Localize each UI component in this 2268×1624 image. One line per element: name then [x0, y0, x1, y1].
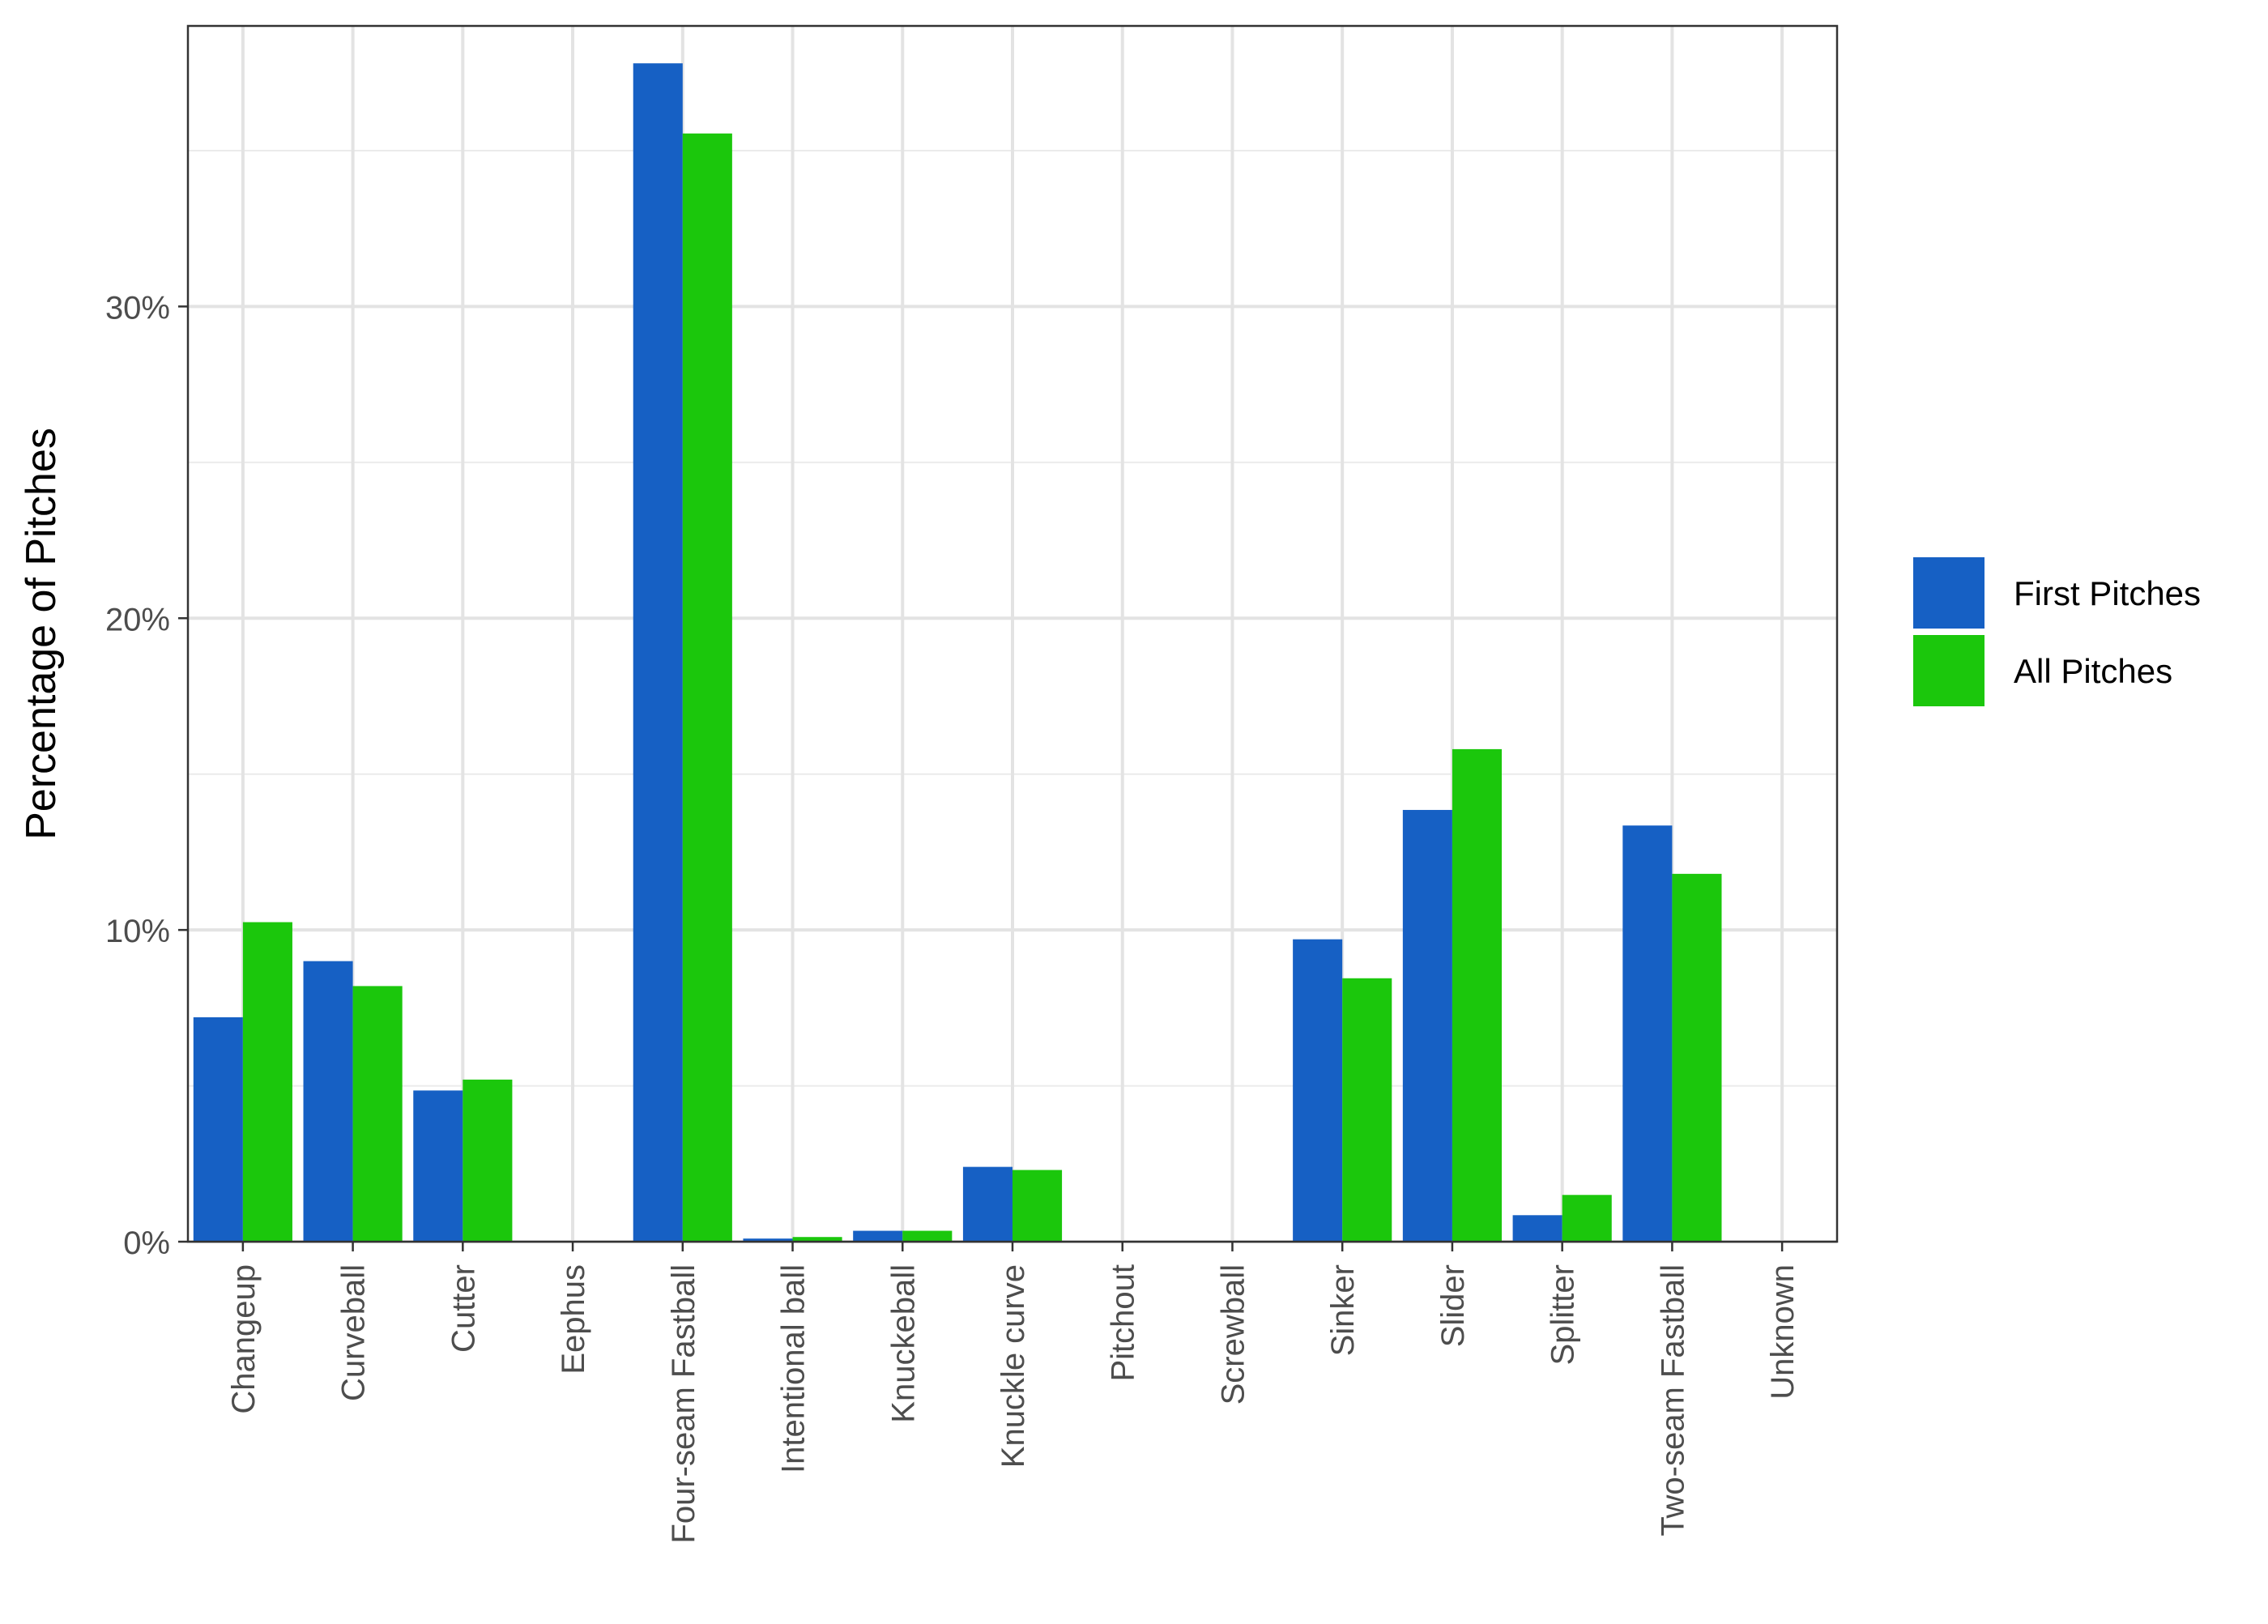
bar-first-pitches-intentional-ball: [743, 1238, 793, 1242]
bar-all-pitches-four-seam-fastball: [682, 133, 732, 1242]
bar-first-pitches-splitter: [1512, 1215, 1562, 1242]
x-tick-label: Intentional ball: [776, 1264, 812, 1473]
bar-all-pitches-changeup: [242, 922, 292, 1242]
x-tick-label: Changeup: [226, 1264, 262, 1414]
grid: [188, 26, 1837, 1243]
y-tick-label: 20%: [105, 602, 170, 637]
x-tick-label: Knuckle curve: [995, 1264, 1031, 1468]
bars: [193, 63, 1722, 1243]
legend-label-all-pitches: All Pitches: [2014, 652, 2172, 690]
bar-first-pitches-knuckeball: [853, 1230, 903, 1242]
x-tick-label: Slider: [1435, 1264, 1471, 1347]
x-tick-label: Sinker: [1325, 1264, 1361, 1356]
bar-all-pitches-splitter: [1562, 1195, 1612, 1242]
y-axis-title: Percentage of Pitches: [18, 428, 65, 840]
axes: 0% 10% 20% 30% Changeup Curveball Cutter Eephus…: [105, 290, 1801, 1543]
legend-key-first-pitches: [1913, 557, 1985, 629]
bar-first-pitches-two-seam-fastball: [1622, 825, 1673, 1242]
x-tick-label: Pitchout: [1106, 1264, 1141, 1382]
bar-first-pitches-slider: [1402, 809, 1452, 1242]
bar-all-pitches-knuckeball: [902, 1230, 953, 1242]
x-tick-label: Screwball: [1215, 1264, 1251, 1404]
bar-all-pitches-two-seam-fastball: [1672, 873, 1722, 1242]
x-tick-label: Unknown: [1765, 1264, 1801, 1400]
legend-key-all-pitches: [1913, 635, 1985, 706]
x-tick-label: Knuckeball: [885, 1264, 921, 1423]
bar-first-pitches-curveball: [303, 961, 353, 1242]
x-tick-label: Cutter: [446, 1264, 481, 1353]
bar-all-pitches-intentional-ball: [792, 1237, 842, 1242]
y-tick-label: 0%: [123, 1225, 170, 1261]
x-tick-label: Curveball: [336, 1264, 372, 1401]
x-tick-label: Two-seam Fastball: [1655, 1264, 1690, 1537]
bar-first-pitches-sinker: [1293, 939, 1343, 1242]
y-tick-label: 30%: [105, 290, 170, 326]
bar-all-pitches-sinker: [1342, 978, 1392, 1242]
legend-label-first-pitches: First Pitches: [2014, 574, 2201, 612]
bar-all-pitches-curveball: [352, 986, 403, 1242]
bar-all-pitches-knuckle-curve: [1013, 1170, 1063, 1242]
bar-all-pitches-cutter: [463, 1079, 513, 1242]
x-tick-label: Splitter: [1545, 1264, 1581, 1366]
bar-first-pitches-four-seam-fastball: [633, 63, 683, 1243]
bar-first-pitches-cutter: [413, 1090, 463, 1242]
bar-first-pitches-changeup: [193, 1017, 243, 1242]
bar-all-pitches-slider: [1452, 748, 1503, 1242]
legend: First Pitches All Pitches: [1913, 557, 2201, 706]
bar-first-pitches-knuckle-curve: [962, 1166, 1013, 1242]
x-tick-label: Eephus: [556, 1264, 591, 1375]
x-tick-label: Four-seam Fastball: [666, 1264, 701, 1544]
y-tick-label: 10%: [105, 914, 170, 949]
